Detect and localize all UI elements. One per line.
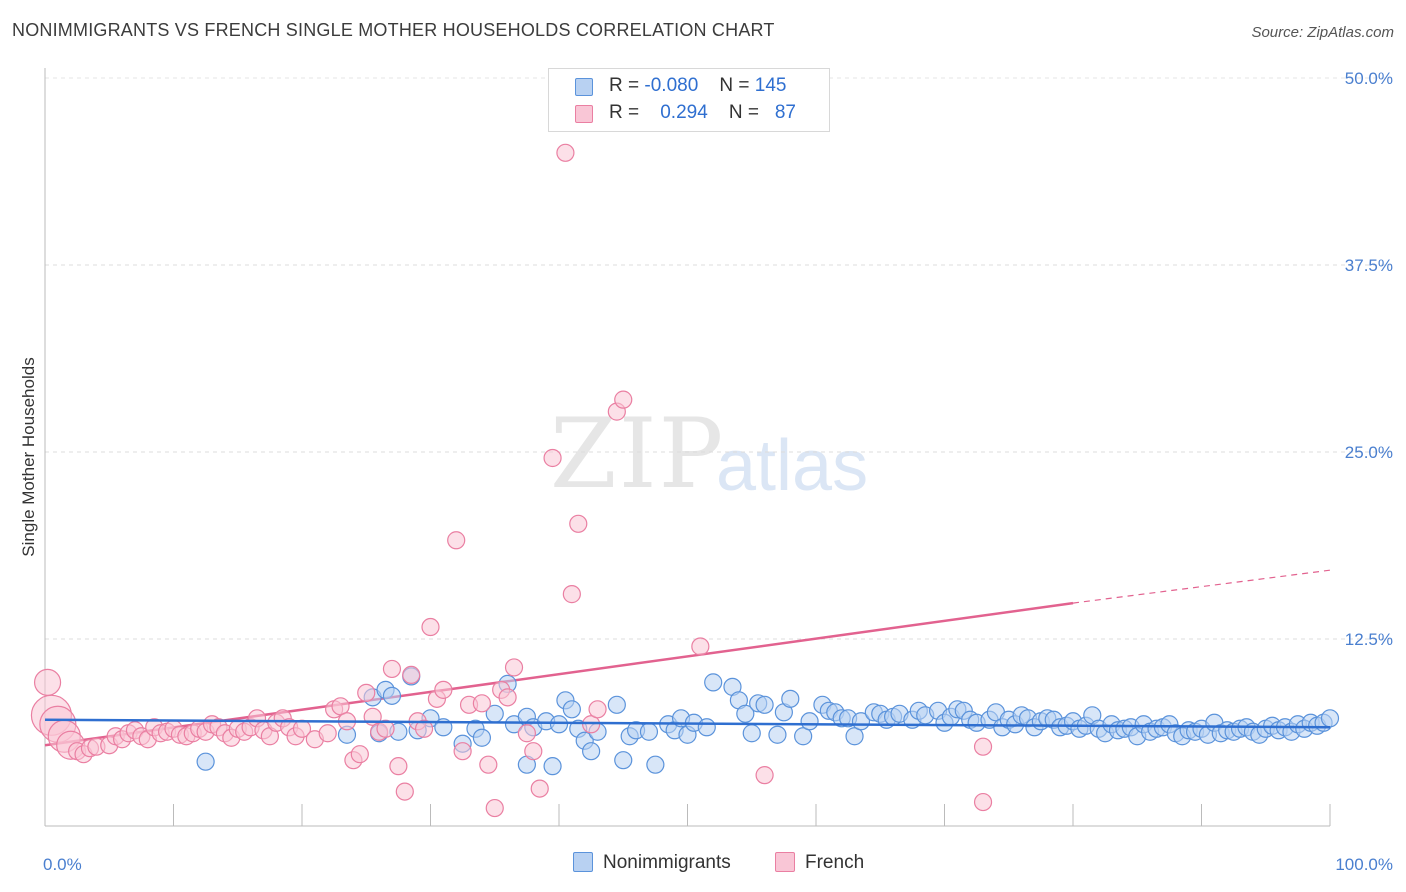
legend-r-label: R = xyxy=(609,75,640,96)
french-point xyxy=(582,715,601,734)
x-tick-label: 100.0% xyxy=(1335,855,1393,874)
legend: R = -0.080 N = 145 R = 0.294 N = 87 xyxy=(548,68,830,132)
bottom-legend-swatch-blue xyxy=(573,852,593,872)
french-point xyxy=(691,637,710,656)
french-point xyxy=(543,448,562,468)
gridlines xyxy=(45,77,1392,640)
french-point xyxy=(357,683,376,702)
french-point xyxy=(973,737,993,756)
nonimmigrants-point xyxy=(781,689,800,708)
french-point xyxy=(556,143,575,162)
nonimmigrants-point xyxy=(845,727,864,746)
bottom-legend-nonimmigrants: Nonimmigrants xyxy=(573,852,731,874)
y-tick-label: 50.0% xyxy=(1345,69,1393,88)
y-tick-label: 25.0% xyxy=(1345,443,1393,462)
french-point xyxy=(479,755,498,774)
bottom-legend-label-nonimmigrants: Nonimmigrants xyxy=(603,852,731,873)
nonimmigrants-point xyxy=(800,712,819,731)
y-tick-label: 12.5% xyxy=(1345,630,1393,649)
nonimmigrants-point xyxy=(543,757,562,776)
french-point xyxy=(498,688,517,707)
french-point xyxy=(331,697,350,716)
legend-r-value: 0.294 xyxy=(660,102,708,123)
nonimmigrants-point xyxy=(472,728,491,747)
french-trend-extension xyxy=(1072,569,1331,604)
nonimmigrants-point xyxy=(549,715,569,734)
french-point xyxy=(376,719,395,738)
french-point xyxy=(569,514,588,533)
french-point xyxy=(395,782,414,801)
french-point xyxy=(588,700,607,719)
french-point xyxy=(33,668,62,696)
nonimmigrants-point xyxy=(736,704,755,723)
nonimmigrants-point xyxy=(697,718,716,737)
bottom-legend-french: French xyxy=(775,852,864,874)
nonimmigrants-point xyxy=(196,752,215,771)
nonimmigrants-trend-line xyxy=(44,718,1331,729)
nonimmigrants-point xyxy=(742,724,761,743)
bottom-legend-swatch-pink xyxy=(775,852,795,872)
french-point xyxy=(318,724,337,743)
chart-title: NONIMMIGRANTS VS FRENCH SINGLE MOTHER HO… xyxy=(12,20,775,40)
nonimmigrants-point xyxy=(646,755,665,774)
nonimmigrants-points xyxy=(196,667,1340,776)
watermark-atlas: atlas xyxy=(716,426,869,506)
nonimmigrants-point xyxy=(794,727,813,746)
french-point xyxy=(530,779,549,798)
nonimmigrants-point xyxy=(582,742,601,761)
french-point xyxy=(402,665,421,685)
french-point xyxy=(517,724,536,743)
legend-swatch-blue xyxy=(575,78,593,96)
nonimmigrants-point xyxy=(768,725,787,744)
nonimmigrants-trend xyxy=(44,718,1331,729)
french-point xyxy=(350,745,369,764)
french-point xyxy=(414,719,434,738)
french-point xyxy=(472,694,491,713)
y-tick-label: 37.5% xyxy=(1345,256,1393,275)
french-point xyxy=(755,766,774,785)
tick-labels: 12.5% 25.0% 37.5% 50.0% 0.0% 100.0% xyxy=(43,69,1393,874)
legend-swatch-pink xyxy=(575,105,593,123)
nonimmigrants-point xyxy=(755,695,774,714)
nonimmigrants-point xyxy=(1320,709,1340,728)
nonimmigrants-point xyxy=(704,673,723,692)
legend-n-label: N = xyxy=(719,75,750,96)
nonimmigrants-point xyxy=(614,751,633,770)
french-point xyxy=(614,390,633,409)
legend-r-value: -0.080 xyxy=(644,75,699,96)
bottom-legend-label-french: French xyxy=(805,852,865,873)
french-point xyxy=(485,798,504,818)
french-point xyxy=(973,792,993,812)
french-point xyxy=(389,757,408,776)
french-point xyxy=(421,617,440,637)
y-axis-label: Single Mother Households xyxy=(19,357,38,556)
french-point xyxy=(504,658,524,677)
french-point xyxy=(524,742,543,761)
legend-r-label: R = xyxy=(609,102,640,123)
legend-n-value: 145 xyxy=(754,75,787,96)
nonimmigrants-point xyxy=(382,686,402,705)
source-label: Source: ZipAtlas.com xyxy=(1251,24,1394,41)
nonimmigrants-point xyxy=(562,700,581,719)
watermark-zip: ZIP xyxy=(550,398,726,510)
french-point xyxy=(434,680,453,699)
french-points xyxy=(30,143,993,818)
legend-n-label: N = xyxy=(728,102,760,123)
nonimmigrants-point xyxy=(607,695,626,714)
x-tick-label: 0.0% xyxy=(43,855,82,874)
french-point xyxy=(382,659,402,679)
french-point xyxy=(562,585,581,604)
french-point xyxy=(447,531,466,550)
legend-n-value: 87 xyxy=(774,102,796,123)
nonimmigrants-point xyxy=(639,722,659,741)
french-point xyxy=(453,742,472,761)
